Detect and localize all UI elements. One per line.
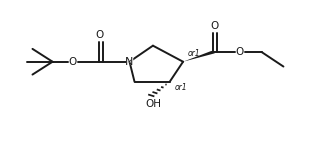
Text: or1: or1 [175, 83, 187, 92]
Text: O: O [69, 57, 77, 67]
Polygon shape [183, 51, 215, 62]
Text: O: O [236, 47, 244, 57]
Text: or1: or1 [188, 49, 201, 58]
Text: OH: OH [145, 99, 161, 110]
Text: N: N [125, 57, 134, 67]
Text: O: O [211, 21, 219, 31]
Text: N: N [125, 57, 134, 67]
Text: O: O [95, 30, 103, 40]
